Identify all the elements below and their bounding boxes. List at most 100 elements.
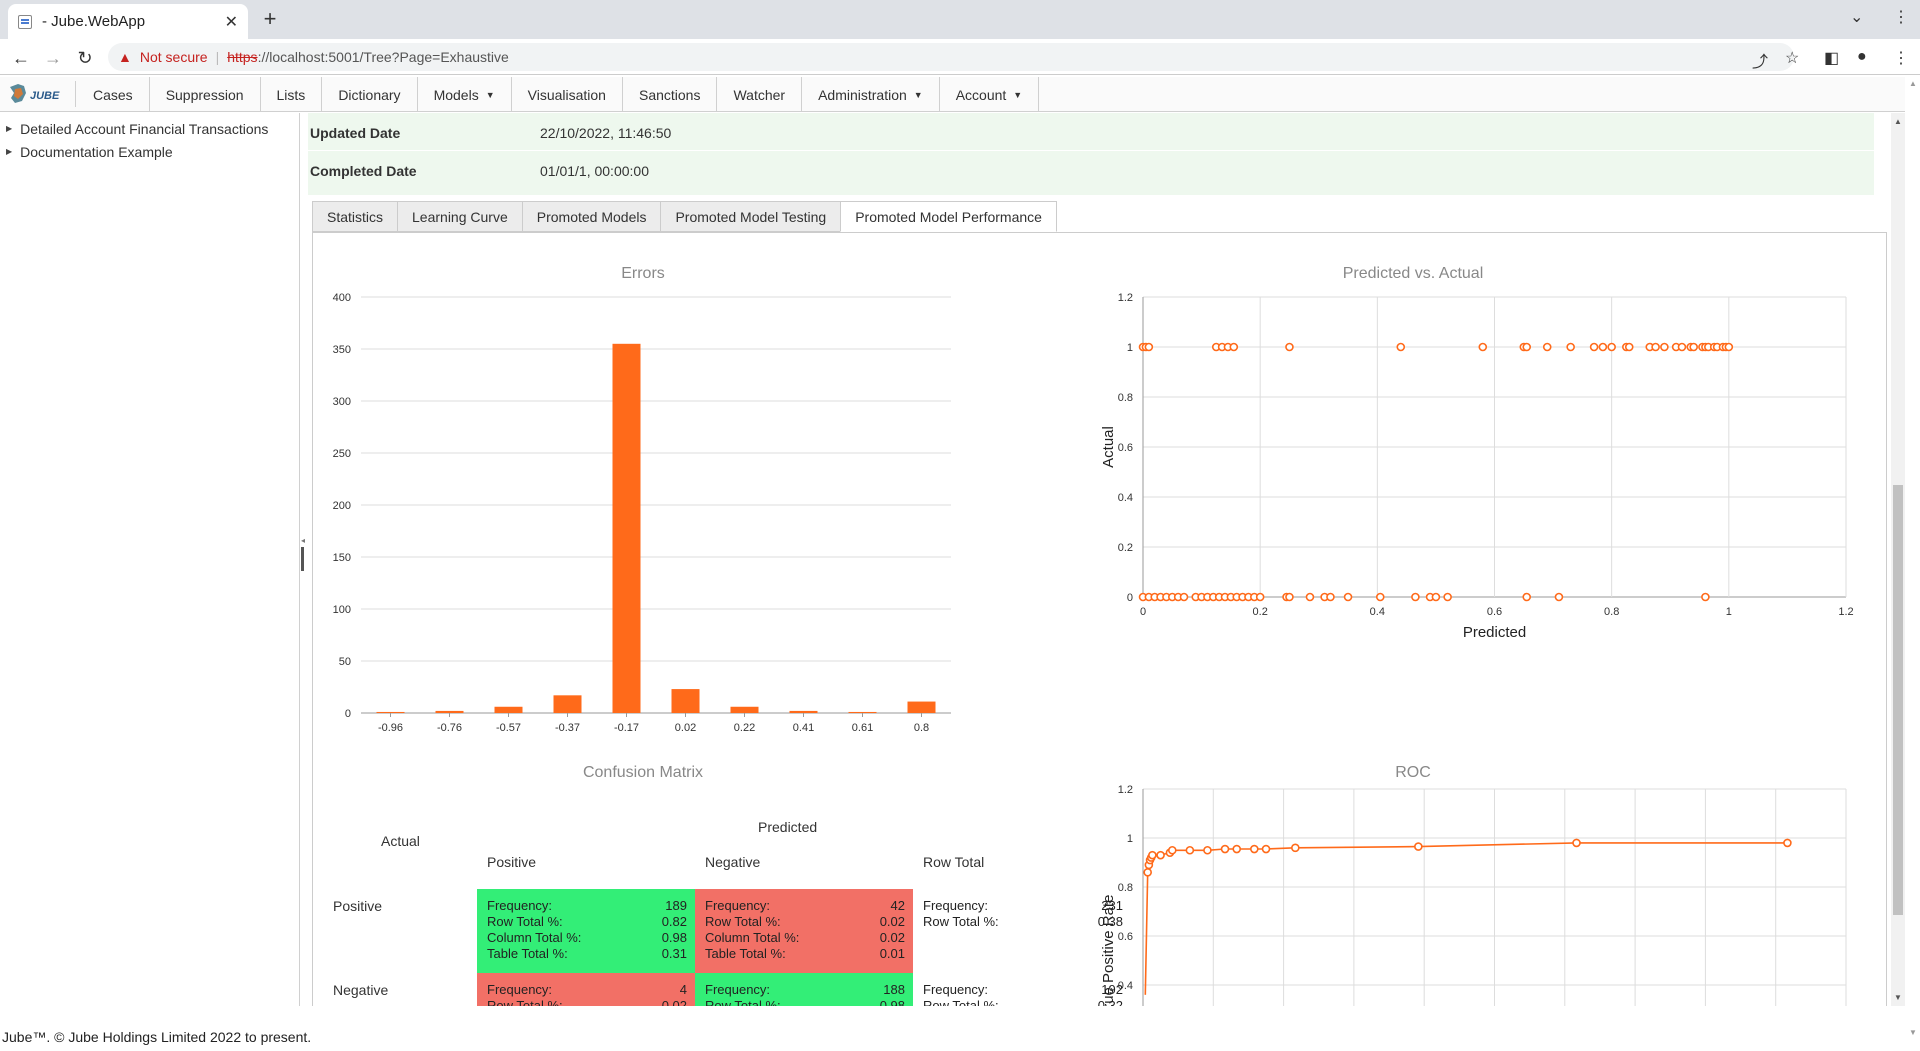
scatter-point bbox=[1326, 592, 1335, 602]
cm-cell-value: 0.02 bbox=[661, 998, 687, 1006]
confusion-matrix: Predicted Actual Positive Negative Row Total… bbox=[313, 788, 1123, 1006]
cm-predicted-label: Predicted bbox=[758, 819, 818, 835]
errors-ytick-label: 200 bbox=[333, 500, 351, 512]
expand-triangle-icon[interactable]: ▶ bbox=[6, 147, 13, 156]
cm-cell-key: Row Total %: bbox=[487, 998, 563, 1006]
scatter-ytick-label: 0 bbox=[1127, 592, 1133, 604]
errors-bar bbox=[435, 710, 464, 713]
browser-tabstrip: - Jube.WebApp ✕ + ⌄ ⋮ bbox=[0, 0, 1920, 39]
scroll-up-icon[interactable]: ▲ bbox=[1894, 117, 1902, 126]
reload-icon[interactable]: ↻ bbox=[77, 48, 93, 68]
profile-avatar-icon[interactable]: ● bbox=[1857, 48, 1867, 65]
errors-ytick-label: 0 bbox=[345, 708, 351, 720]
scatter-point bbox=[1589, 342, 1599, 352]
side-panel-icon[interactable]: ◧ bbox=[1824, 50, 1840, 67]
jube-logo[interactable]: JUBE bbox=[6, 81, 76, 107]
scatter-point bbox=[1554, 592, 1564, 602]
nav-item-account[interactable]: Account ▼ bbox=[940, 77, 1040, 112]
cm-cell: Frequency: 42 Row Total %: 0.02 Column Total… bbox=[695, 889, 913, 973]
scatter-point bbox=[1651, 342, 1660, 352]
page-scroll-down-icon[interactable]: ▼ bbox=[1909, 1028, 1917, 1037]
performance-panel: Errors 0 50 100 150 200 250 300 350 400 -0.96 -0.7… bbox=[312, 232, 1887, 1006]
cm-cell-value: 0.98 bbox=[879, 998, 905, 1006]
errors-xtick-label: -0.17 bbox=[614, 722, 639, 734]
nav-item-label: Cases bbox=[93, 86, 133, 103]
tab-statistics[interactable]: Statistics bbox=[312, 201, 398, 232]
close-tab-icon[interactable]: ✕ bbox=[224, 13, 238, 31]
cm-cell-value: 231 bbox=[1101, 898, 1123, 913]
errors-bar-chart: 0 50 100 150 200 250 300 350 400 -0.96 -0.76 -0.57 -… bbox=[333, 292, 951, 734]
tree-item-detailed-account[interactable]: ▶ Detailed Account Financial Transaction… bbox=[0, 117, 299, 140]
scatter-point bbox=[1689, 342, 1698, 352]
cm-cell-value: 4 bbox=[679, 982, 687, 997]
splitter-grip[interactable] bbox=[301, 547, 304, 571]
nav-item-label: Models bbox=[433, 86, 479, 103]
scatter-xtick-label: 1.2 bbox=[1838, 606, 1853, 618]
back-arrow-icon[interactable]: ← bbox=[12, 48, 30, 68]
browser-tab[interactable]: - Jube.WebApp ✕ bbox=[8, 4, 248, 39]
nav-item-cases[interactable]: Cases bbox=[77, 77, 150, 112]
collapse-arrow-icon[interactable]: ◂ bbox=[301, 536, 306, 545]
errors-ytick-label: 50 bbox=[339, 656, 351, 668]
tab-promoted-models[interactable]: Promoted Models bbox=[521, 201, 661, 232]
confusion-matrix-title: Confusion Matrix bbox=[582, 764, 704, 781]
tab-learning-curve[interactable]: Learning Curve bbox=[397, 201, 522, 232]
nav-item-administration[interactable]: Administration ▼ bbox=[802, 77, 940, 112]
roc-line bbox=[1144, 842, 1788, 995]
tab-list-chevron-icon[interactable]: ⌄ bbox=[1850, 9, 1864, 26]
cm-actual-label: Actual bbox=[381, 833, 420, 849]
page-scrollbar[interactable]: ▲ ▼ bbox=[1905, 77, 1920, 1039]
scatter-point bbox=[1607, 342, 1616, 352]
page-scroll-up-icon[interactable]: ▲ bbox=[1909, 79, 1917, 88]
nav-item-sanctions[interactable]: Sanctions bbox=[623, 77, 718, 112]
nav-item-watcher[interactable]: Watcher bbox=[717, 77, 803, 112]
tab-promoted-model-testing[interactable]: Promoted Model Testing bbox=[660, 201, 841, 232]
cm-cell-key: Row Total %: bbox=[487, 914, 563, 929]
main-scrollbar[interactable]: ▲ ▼ bbox=[1891, 113, 1905, 1006]
app-navbar: JUBE Cases Suppression Lists Dictionary Mode… bbox=[0, 77, 1910, 112]
tree-item-documentation-example[interactable]: ▶ Documentation Example bbox=[0, 140, 299, 163]
url-bar[interactable]: ▲ Not secure | https ://localhost:5001/T… bbox=[108, 43, 1794, 71]
nav-item-label: Suppression bbox=[165, 86, 244, 103]
roc-point bbox=[1148, 850, 1157, 860]
roc-point bbox=[1203, 845, 1212, 855]
nav-item-suppression[interactable]: Suppression bbox=[150, 77, 261, 112]
forward-arrow-icon[interactable]: → bbox=[44, 48, 62, 68]
nav-item-lists[interactable]: Lists bbox=[261, 77, 323, 112]
browser-menu-icon[interactable]: ⋮ bbox=[1893, 50, 1909, 67]
url-text: ://localhost:5001/Tree?Page=Exhaustive bbox=[257, 49, 509, 65]
updated-date-value: 22/10/2022, 11:46:50 bbox=[540, 125, 672, 141]
new-tab-icon[interactable]: + bbox=[263, 6, 277, 31]
dropdown-caret-icon: ▼ bbox=[913, 89, 923, 100]
errors-xtick-label: -0.96 bbox=[378, 722, 403, 734]
scatter-point bbox=[1179, 592, 1189, 602]
nav-item-dictionary[interactable]: Dictionary bbox=[322, 77, 418, 112]
window-menu-icon[interactable]: ⋮ bbox=[1893, 9, 1909, 26]
scatter-point bbox=[1431, 592, 1441, 602]
scatter-xtick-label: 0.2 bbox=[1253, 606, 1268, 618]
roc-ytick-label: 1.2 bbox=[1118, 784, 1133, 796]
scrollbar-thumb[interactable] bbox=[1893, 485, 1903, 915]
cm-cell-row: Row Total %: 0.98 bbox=[705, 998, 905, 1006]
share-icon[interactable]: ⤴ bbox=[1752, 54, 1769, 71]
cm-col-header: Row Total bbox=[923, 854, 985, 870]
expand-triangle-icon[interactable]: ▶ bbox=[6, 124, 13, 133]
scatter-point bbox=[1677, 342, 1687, 352]
scatter-ytick-label: 1.2 bbox=[1118, 292, 1133, 304]
cm-cell-key: Column Total %: bbox=[487, 930, 582, 945]
sidebar-splitter[interactable]: ◂ bbox=[300, 113, 308, 1006]
bookmark-star-icon[interactable]: ☆ bbox=[1785, 50, 1800, 67]
cm-cell: Frequency: 231 Row Total %: 0.38 bbox=[913, 889, 1131, 973]
scatter-point bbox=[1478, 342, 1488, 352]
scatter-point bbox=[1443, 592, 1452, 602]
nav-item-visualisation[interactable]: Visualisation bbox=[512, 77, 623, 112]
cm-cell-row: Column Total %: 0.02 bbox=[705, 930, 905, 946]
scatter-ytick-label: 0.6 bbox=[1118, 442, 1133, 454]
cm-cell-value: 0.02 bbox=[879, 914, 905, 929]
scroll-down-icon[interactable]: ▼ bbox=[1894, 993, 1902, 1002]
cm-cell-row: Frequency: 4 bbox=[487, 982, 687, 998]
nav-item-models[interactable]: Models ▼ bbox=[418, 77, 512, 112]
roc-point bbox=[1143, 868, 1152, 877]
tab-promoted-model-performance[interactable]: Promoted Model Performance bbox=[840, 201, 1057, 232]
